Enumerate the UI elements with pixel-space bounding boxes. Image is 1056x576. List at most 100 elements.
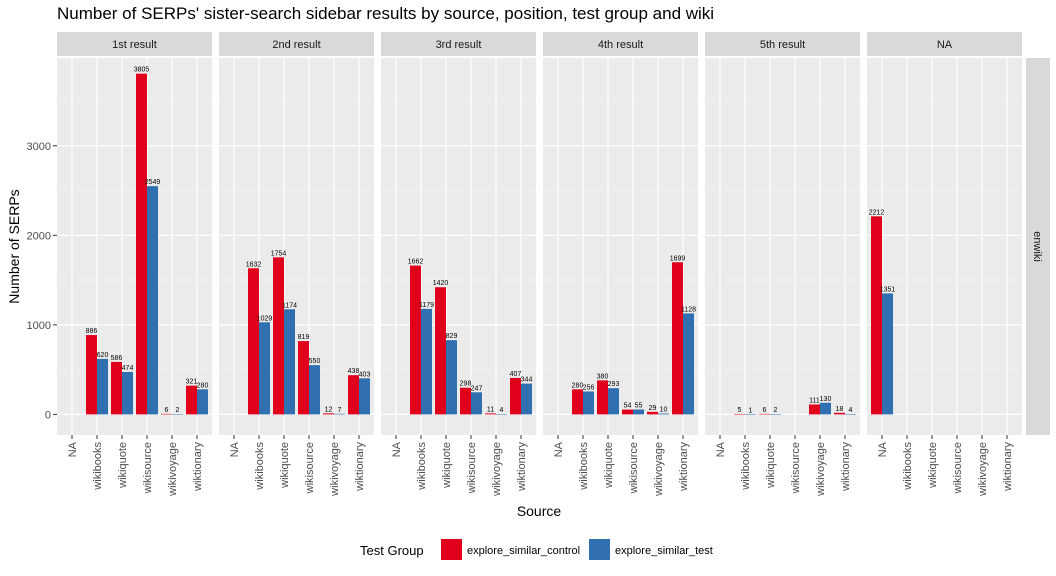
- data-label: 3805: [134, 67, 150, 74]
- data-label: 29: [649, 405, 657, 412]
- bar-test: [683, 313, 694, 415]
- bar-test: [820, 402, 831, 415]
- x-tick-label: wikivoyage: [167, 442, 179, 497]
- data-label: 10: [660, 407, 668, 414]
- x-tick-label: wikiquote: [441, 442, 453, 489]
- bar-test: [633, 409, 644, 415]
- bar-control: [248, 268, 259, 415]
- x-tick-label: wikivoyage: [491, 442, 503, 497]
- bar-control: [273, 257, 284, 415]
- data-label: 111: [809, 397, 820, 404]
- bar-control: [460, 387, 471, 415]
- data-label: 11: [487, 406, 494, 413]
- bar-control: [809, 404, 820, 415]
- legend-swatch-control: [441, 539, 462, 560]
- data-label: 4: [500, 407, 504, 414]
- bar-control: [510, 377, 521, 415]
- data-label: 321: [186, 379, 198, 386]
- bar-test: [197, 389, 208, 415]
- data-label: 1174: [282, 302, 297, 309]
- data-label: 1128: [681, 306, 696, 313]
- data-label: 403: [359, 371, 371, 378]
- bar-test: [172, 414, 183, 415]
- x-tick-label: wiktionary: [354, 442, 366, 492]
- data-label: 2549: [145, 179, 161, 186]
- x-axis-title: Source: [517, 503, 562, 519]
- data-label: 293: [608, 381, 620, 388]
- facet-label: 4th result: [598, 39, 643, 51]
- x-tick-label: NA: [553, 441, 565, 457]
- facet-strip: [705, 32, 860, 56]
- legend-title: Test Group: [360, 543, 424, 558]
- data-label: 130: [820, 396, 832, 403]
- panel-background: [705, 58, 860, 435]
- x-tick-label: NA: [877, 441, 889, 457]
- bar-control: [410, 265, 421, 415]
- bar-control: [186, 385, 197, 415]
- facet-label: 5th result: [760, 39, 805, 51]
- bar-test: [122, 371, 133, 415]
- data-label: 586: [111, 355, 123, 362]
- data-label: 4: [849, 407, 853, 414]
- facet-label: 3rd result: [436, 39, 482, 51]
- data-label: 550: [309, 358, 321, 365]
- facet-strip: [867, 32, 1022, 56]
- chart-title: Number of SERPs' sister-search sidebar r…: [57, 4, 714, 23]
- bar-control: [298, 341, 309, 415]
- bar-test: [521, 383, 532, 415]
- bar-test: [583, 391, 594, 415]
- bar-control: [161, 413, 172, 415]
- data-label: 380: [597, 373, 609, 380]
- bar-control: [622, 409, 633, 415]
- x-tick-label: wikiquote: [117, 442, 129, 489]
- x-tick-label: wiktionary: [678, 442, 690, 492]
- x-tick-label: wikisource: [142, 442, 154, 494]
- x-tick-label: wikisource: [952, 442, 964, 494]
- bar-control: [734, 413, 745, 415]
- x-tick-label: wikiquote: [603, 442, 615, 489]
- x-tick-label: wikisource: [304, 442, 316, 494]
- bar-test: [770, 414, 781, 415]
- x-tick-label: wikivoyage: [653, 442, 665, 497]
- bar-test: [658, 413, 669, 415]
- data-label: 819: [298, 334, 310, 341]
- data-label: 344: [521, 377, 533, 384]
- x-tick-label: wikisource: [790, 442, 802, 494]
- data-label: 1351: [880, 286, 896, 293]
- bar-control: [647, 411, 658, 415]
- bar-test: [359, 378, 370, 415]
- bar-test: [97, 358, 108, 415]
- data-label: 280: [197, 382, 209, 389]
- x-tick-label: wiktionary: [516, 442, 528, 492]
- bar-control: [323, 413, 334, 415]
- x-tick-label: wikisource: [628, 442, 640, 494]
- data-label: 12: [325, 406, 333, 413]
- facet-label: 1st result: [112, 39, 157, 51]
- legend-swatch-test: [589, 539, 610, 560]
- bar-control: [572, 389, 583, 415]
- data-label: 256: [583, 384, 595, 391]
- data-label: 1754: [271, 250, 287, 257]
- data-label: 247: [471, 385, 483, 392]
- data-label: 1420: [433, 280, 449, 287]
- x-tick-label: wikivoyage: [815, 442, 827, 497]
- x-tick-label: wikisource: [466, 442, 478, 494]
- bar-test: [334, 413, 345, 415]
- x-tick-label: NA: [229, 441, 241, 457]
- panel-background: [57, 58, 212, 435]
- data-label: 6: [165, 407, 169, 414]
- bar-test: [745, 414, 756, 415]
- bar-control: [485, 413, 496, 415]
- facet-strip: [543, 32, 698, 56]
- x-tick-label: wikivoyage: [977, 442, 989, 497]
- x-tick-label: wikibooks: [578, 442, 590, 491]
- data-label: 2: [176, 407, 180, 414]
- row-strip: [1026, 58, 1050, 435]
- data-label: 1179: [419, 302, 434, 309]
- x-tick-label: NA: [715, 441, 727, 457]
- legend-label-test: explore_similar_test: [615, 545, 713, 557]
- x-tick-label: wiktionary: [840, 442, 852, 492]
- data-label: 7: [338, 407, 342, 414]
- data-label: 829: [446, 333, 458, 340]
